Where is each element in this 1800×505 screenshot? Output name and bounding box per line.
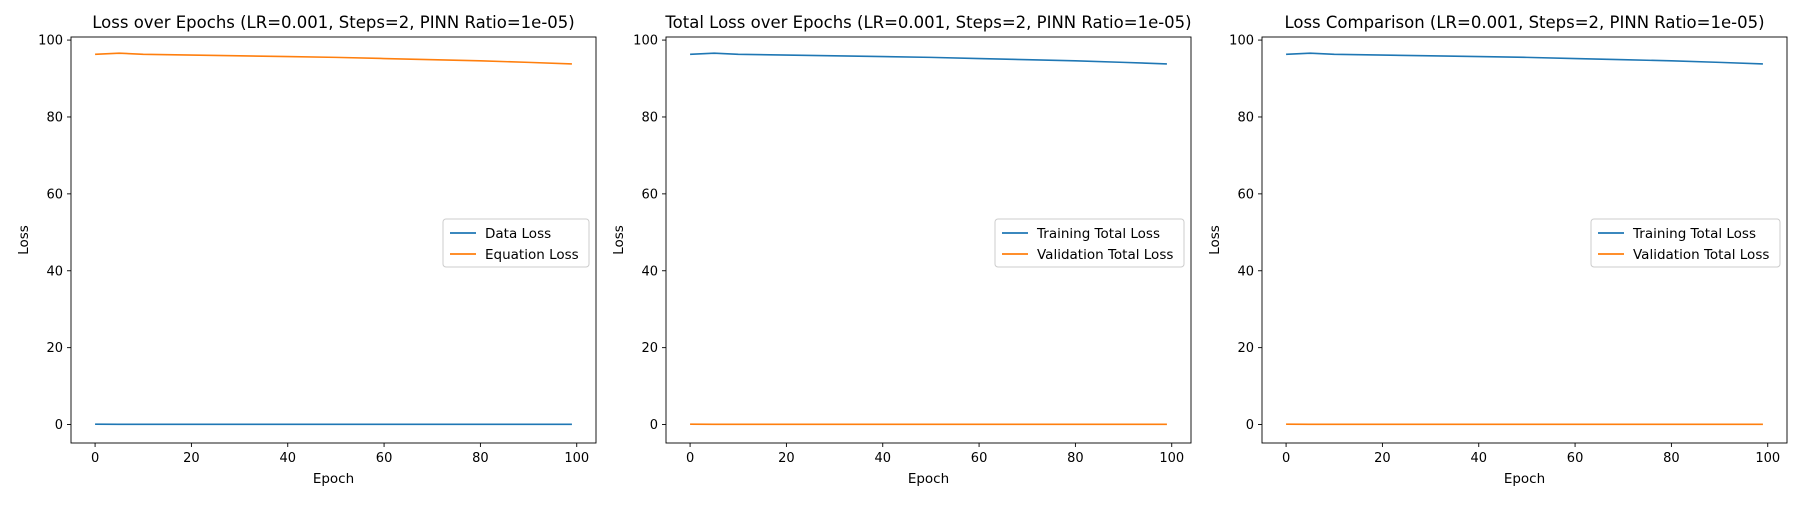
x-axis-label: Epoch [313, 471, 354, 487]
x-tick-label: 40 [279, 451, 296, 466]
x-tick-label: 0 [91, 451, 99, 466]
chart-panel-1: Loss over Epochs (LR=0.001, Steps=2, PIN… [16, 13, 596, 487]
legend-label-2: Equation Loss [485, 247, 579, 263]
y-tick-label: 0 [55, 418, 63, 433]
chart-panel-2: Total Loss over Epochs (LR=0.001, Steps=… [611, 13, 1192, 487]
chart-title: Total Loss over Epochs (LR=0.001, Steps=… [664, 13, 1191, 32]
y-tick-label: 100 [1229, 34, 1254, 49]
x-tick-label: 100 [1159, 451, 1184, 466]
series-line-1 [1286, 53, 1763, 64]
y-axis-label: Loss [611, 225, 627, 255]
legend-label-2: Validation Total Loss [1037, 247, 1173, 263]
y-tick-label: 100 [633, 34, 658, 49]
x-tick-label: 80 [472, 451, 489, 466]
legend-label-1: Data Loss [485, 226, 551, 242]
x-tick-label: 60 [376, 451, 393, 466]
chart-title: Loss Comparison (LR=0.001, Steps=2, PINN… [1284, 13, 1764, 32]
x-tick-label: 100 [1755, 451, 1780, 466]
x-axis-label: Epoch [1504, 471, 1545, 487]
x-tick-label: 0 [1282, 451, 1290, 466]
chart-title: Loss over Epochs (LR=0.001, Steps=2, PIN… [92, 13, 574, 32]
x-tick-label: 20 [1374, 451, 1391, 466]
x-tick-label: 40 [1470, 451, 1487, 466]
y-axis-label: Loss [1207, 225, 1223, 255]
legend-label-1: Training Total Loss [1036, 226, 1160, 242]
x-tick-label: 100 [564, 451, 589, 466]
y-tick-label: 80 [46, 110, 63, 125]
y-tick-label: 0 [650, 418, 658, 433]
legend-label-1: Training Total Loss [1632, 226, 1756, 242]
y-tick-label: 80 [1237, 110, 1254, 125]
x-tick-label: 20 [778, 451, 795, 466]
y-tick-label: 40 [1237, 264, 1254, 279]
legend-label-2: Validation Total Loss [1633, 247, 1769, 263]
legend: Training Total Loss Validation Total Loss [995, 219, 1184, 267]
y-tick-label: 40 [46, 264, 63, 279]
x-tick-label: 0 [686, 451, 694, 466]
x-axis-label: Epoch [908, 471, 949, 487]
y-tick-label: 60 [641, 187, 658, 202]
y-tick-label: 20 [46, 341, 63, 356]
chart-panel-3: Loss Comparison (LR=0.001, Steps=2, PINN… [1207, 13, 1787, 487]
y-axis-label: Loss [16, 225, 32, 255]
y-tick-label: 40 [641, 264, 658, 279]
x-tick-label: 60 [1567, 451, 1584, 466]
legend: Data Loss Equation Loss [443, 219, 589, 267]
y-tick-label: 60 [1237, 187, 1254, 202]
y-tick-label: 20 [641, 341, 658, 356]
x-tick-label: 40 [874, 451, 891, 466]
x-tick-label: 80 [1663, 451, 1680, 466]
y-tick-label: 80 [641, 110, 658, 125]
series-line-1 [690, 53, 1167, 64]
y-tick-label: 100 [38, 34, 63, 49]
y-tick-label: 60 [46, 187, 63, 202]
legend: Training Total Loss Validation Total Loss [1591, 219, 1780, 267]
x-tick-label: 80 [1067, 451, 1084, 466]
x-tick-label: 20 [183, 451, 200, 466]
x-tick-label: 60 [971, 451, 988, 466]
series-line-2 [95, 53, 572, 64]
y-tick-label: 0 [1246, 418, 1254, 433]
y-tick-label: 20 [1237, 341, 1254, 356]
